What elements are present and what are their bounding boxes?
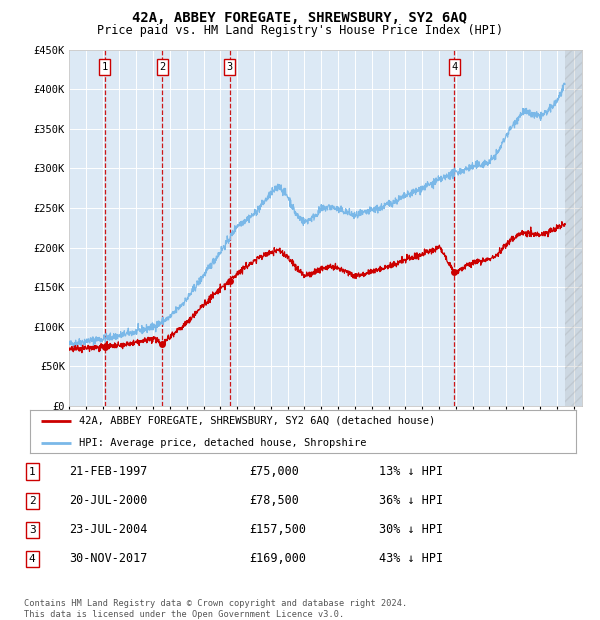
- Text: £169,000: £169,000: [249, 552, 306, 565]
- Text: HPI: Average price, detached house, Shropshire: HPI: Average price, detached house, Shro…: [79, 438, 367, 448]
- Text: 1: 1: [29, 466, 35, 477]
- Text: 2: 2: [29, 495, 35, 506]
- Text: Contains HM Land Registry data © Crown copyright and database right 2024.
This d: Contains HM Land Registry data © Crown c…: [24, 600, 407, 619]
- Text: 1: 1: [101, 62, 108, 72]
- Text: £75,000: £75,000: [249, 465, 299, 478]
- Text: 2: 2: [159, 62, 166, 72]
- Text: 3: 3: [29, 525, 35, 535]
- Text: £78,500: £78,500: [249, 494, 299, 507]
- Text: 30-NOV-2017: 30-NOV-2017: [69, 552, 147, 565]
- Text: 30% ↓ HPI: 30% ↓ HPI: [379, 523, 443, 536]
- Bar: [565, 50, 582, 406]
- Text: 13% ↓ HPI: 13% ↓ HPI: [379, 465, 443, 478]
- Text: 3: 3: [227, 62, 233, 72]
- Text: 4: 4: [29, 554, 35, 564]
- Text: 36% ↓ HPI: 36% ↓ HPI: [379, 494, 443, 507]
- Text: 42A, ABBEY FOREGATE, SHREWSBURY, SY2 6AQ: 42A, ABBEY FOREGATE, SHREWSBURY, SY2 6AQ: [133, 11, 467, 25]
- Text: 42A, ABBEY FOREGATE, SHREWSBURY, SY2 6AQ (detached house): 42A, ABBEY FOREGATE, SHREWSBURY, SY2 6AQ…: [79, 416, 436, 426]
- Text: £157,500: £157,500: [249, 523, 306, 536]
- Text: 43% ↓ HPI: 43% ↓ HPI: [379, 552, 443, 565]
- Text: 21-FEB-1997: 21-FEB-1997: [69, 465, 147, 478]
- Text: 23-JUL-2004: 23-JUL-2004: [69, 523, 147, 536]
- Text: 20-JUL-2000: 20-JUL-2000: [69, 494, 147, 507]
- Text: 4: 4: [451, 62, 457, 72]
- Text: Price paid vs. HM Land Registry's House Price Index (HPI): Price paid vs. HM Land Registry's House …: [97, 24, 503, 37]
